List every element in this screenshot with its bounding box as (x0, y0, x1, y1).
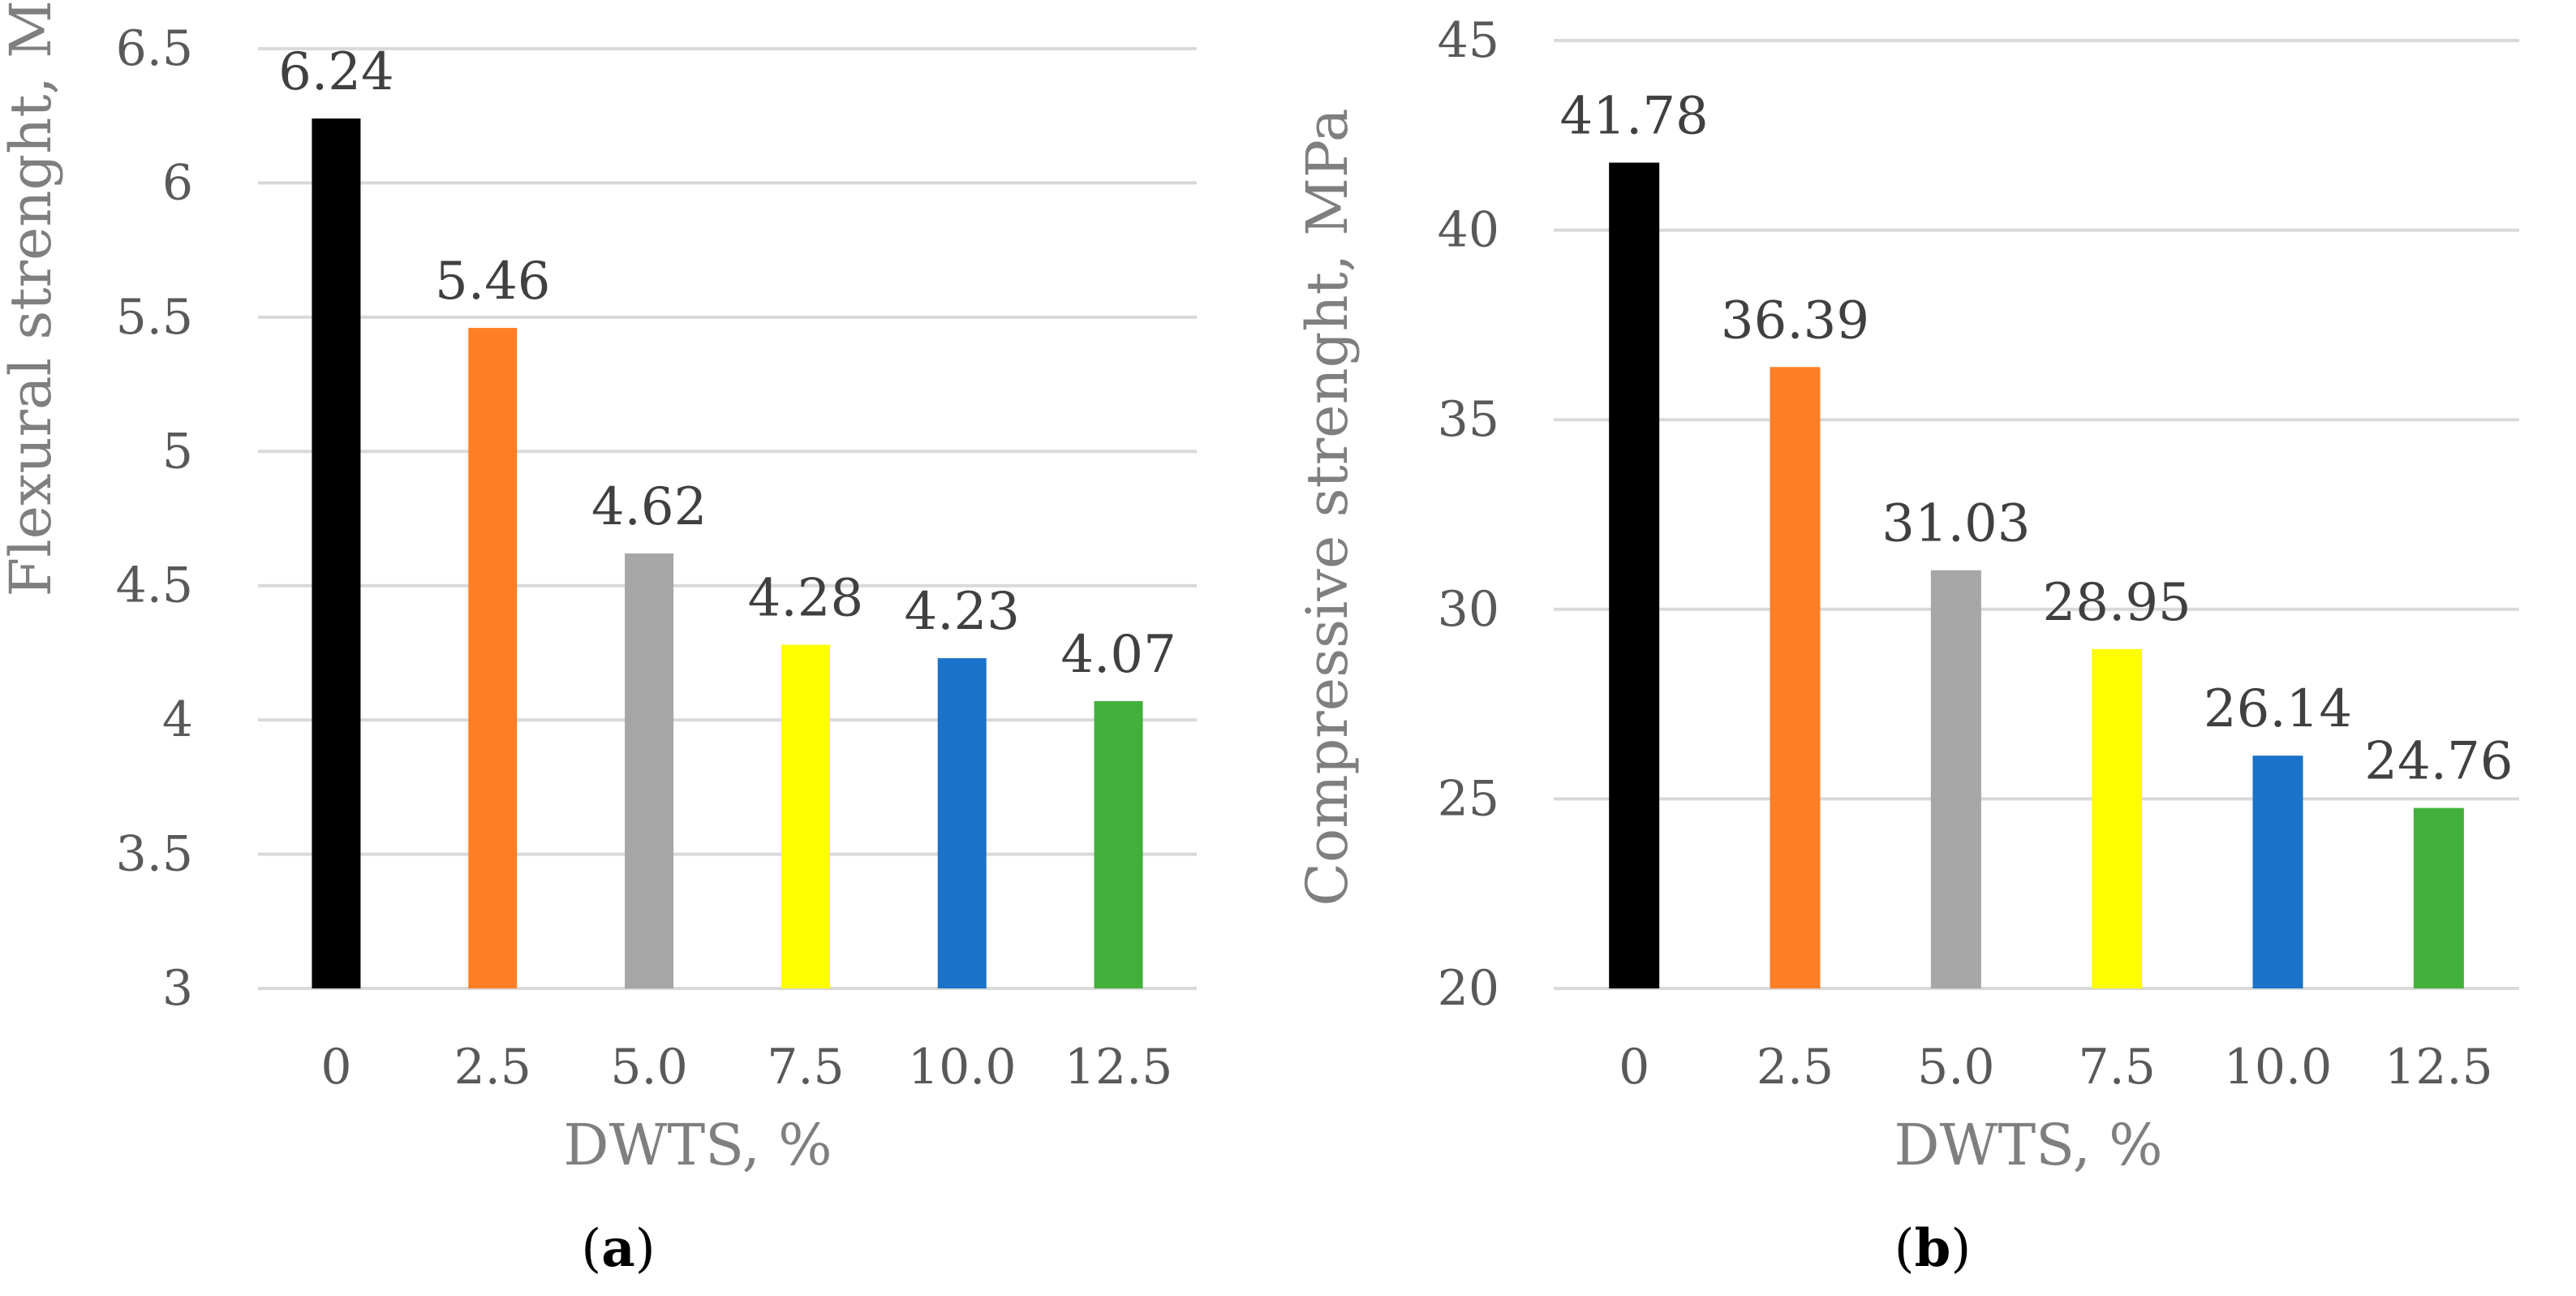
data-label: 4.28 (748, 569, 864, 629)
y-axis-title: Flexural strenght, MPa (0, 0, 64, 596)
data-label: 4.07 (1060, 625, 1176, 685)
bars (312, 118, 1143, 989)
x-tick-label: 0 (320, 1039, 351, 1096)
data-label: 28.95 (2043, 573, 2191, 633)
x-tick-label: 5.0 (1917, 1039, 1994, 1096)
y-tick-label: 5 (162, 423, 193, 480)
x-tick-label: 5.0 (610, 1039, 687, 1096)
data-label: 26.14 (2204, 679, 2352, 739)
y-axis-title: Compressive strenght, MPa (1294, 108, 1361, 906)
bar (1094, 700, 1143, 988)
data-label: 24.76 (2364, 732, 2513, 792)
gridlines (1554, 39, 2519, 990)
chart-a: 6.24 5.46 4.62 4.28 4.23 4.07 3 3.5 4 4.5 5 5.5 6 6.… (0, 0, 1197, 1279)
x-tick-labels: 0 2.5 5.0 7.5 10.0 12.5 (1619, 1039, 2493, 1096)
bar (2092, 648, 2143, 988)
x-tick-label: 10.0 (2224, 1039, 2333, 1096)
data-label: 4.62 (591, 477, 707, 537)
y-tick-label: 3.5 (116, 826, 193, 883)
y-tick-label: 6.5 (116, 20, 193, 77)
data-label: 5.46 (435, 252, 551, 312)
figure-caption: (b) (1894, 1218, 1972, 1279)
figure-caption: (a) (581, 1218, 655, 1279)
gridlines (258, 47, 1197, 990)
y-tick-label: 25 (1438, 770, 1499, 827)
bar (1609, 162, 1660, 988)
y-tick-labels: 20 25 30 35 40 45 (1438, 12, 1499, 1017)
bar (1770, 367, 1821, 989)
bar (937, 658, 987, 988)
x-tick-label: 7.5 (2078, 1039, 2155, 1096)
data-label: 31.03 (1881, 494, 2030, 554)
data-label: 6.24 (278, 42, 394, 102)
caption-close: ) (1950, 1219, 1971, 1279)
bars (1609, 162, 2464, 989)
y-tick-labels: 3 3.5 4 4.5 5 5.5 6 6.5 (116, 20, 193, 1017)
x-tick-labels: 0 2.5 5.0 7.5 10.0 12.5 (320, 1039, 1172, 1096)
x-tick-label: 2.5 (1757, 1039, 1834, 1096)
y-tick-label: 30 (1438, 581, 1499, 638)
y-tick-label: 4 (162, 691, 193, 748)
bar (2413, 807, 2464, 988)
x-axis-title: DWTS, % (1894, 1112, 2162, 1178)
y-tick-label: 6 (162, 154, 193, 211)
x-axis-title: DWTS, % (563, 1112, 832, 1178)
x-tick-label: 7.5 (767, 1039, 844, 1096)
y-tick-label: 35 (1438, 391, 1499, 448)
bar (468, 328, 518, 988)
y-tick-label: 45 (1438, 12, 1499, 69)
y-tick-label: 3 (162, 960, 193, 1017)
bar (625, 553, 674, 988)
caption-letter: b (1915, 1218, 1951, 1279)
y-tick-label: 5.5 (116, 289, 193, 346)
y-tick-label: 20 (1438, 960, 1499, 1017)
y-tick-label: 40 (1438, 202, 1499, 259)
caption-letter: a (601, 1218, 634, 1279)
data-label: 4.23 (905, 582, 1021, 642)
bar (781, 644, 830, 988)
x-tick-label: 0 (1619, 1039, 1649, 1096)
x-tick-label: 2.5 (454, 1039, 531, 1096)
y-tick-label: 4.5 (116, 558, 193, 614)
x-tick-label: 12.5 (2385, 1039, 2493, 1096)
data-labels: 6.24 5.46 4.62 4.28 4.23 4.07 (278, 42, 1176, 685)
data-label: 36.39 (1721, 291, 1869, 351)
bar (1930, 570, 1981, 988)
caption-open: ( (1894, 1219, 1915, 1279)
caption-close: ) (635, 1219, 656, 1279)
bar (312, 118, 361, 989)
bar (2252, 756, 2303, 988)
x-tick-label: 12.5 (1064, 1039, 1173, 1096)
data-label: 41.78 (1560, 86, 1709, 146)
caption-open: ( (581, 1219, 601, 1279)
x-tick-label: 10.0 (908, 1039, 1017, 1096)
